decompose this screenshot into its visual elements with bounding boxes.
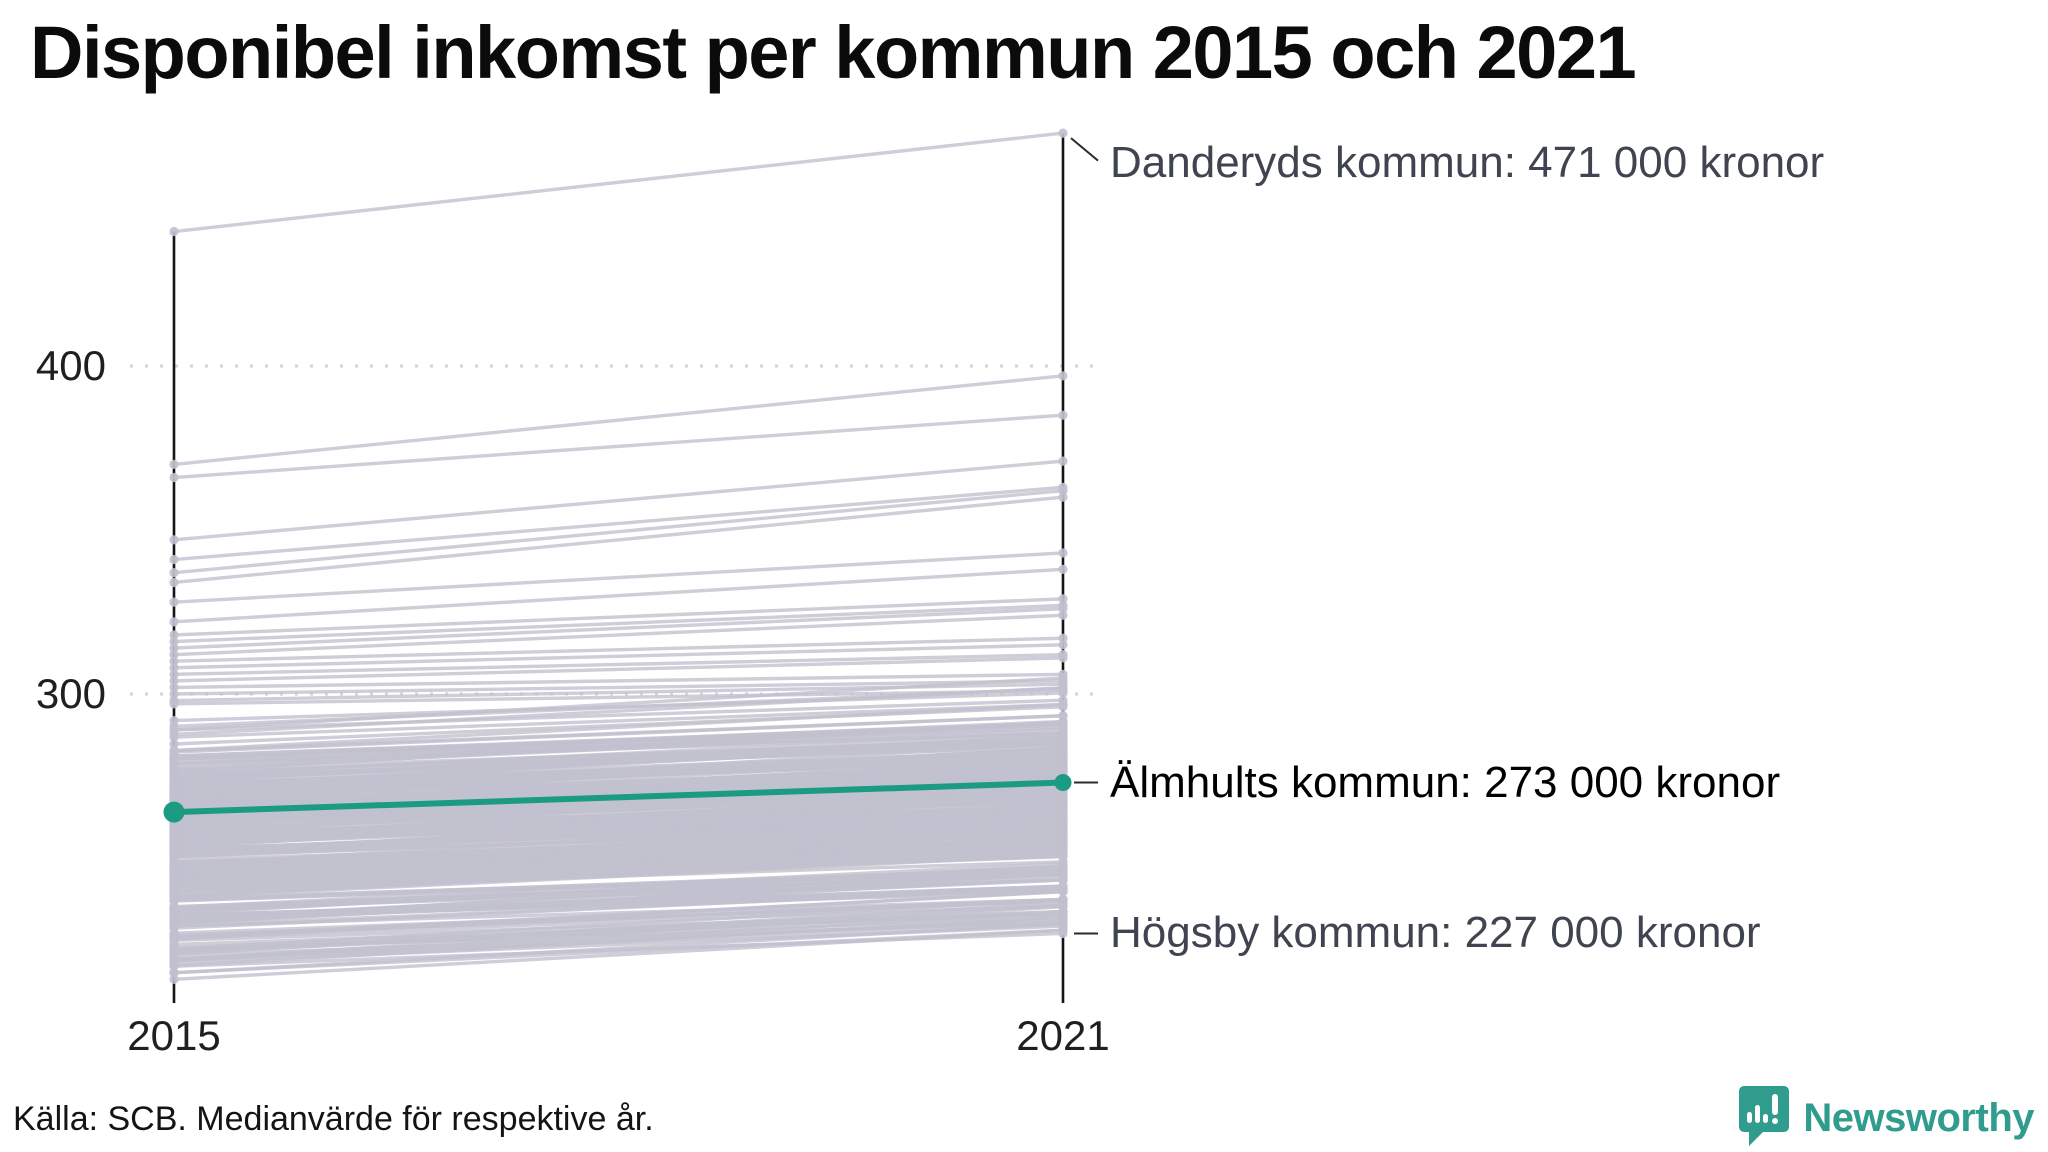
newsworthy-logo-icon — [1739, 1086, 1790, 1146]
municipality-slope-line — [173, 603, 1064, 644]
municipality-slope-line — [173, 488, 1064, 575]
municipality-slope-line — [173, 903, 1064, 941]
municipality-slope-line — [173, 567, 1064, 624]
municipality-slope-line — [173, 676, 1064, 732]
municipality-slope-line — [173, 551, 1064, 604]
municipality-slope-line — [173, 702, 1064, 753]
municipality-slope-line — [173, 829, 1064, 881]
municipality-slope-line — [173, 754, 1064, 785]
highlighted-municipality-line — [173, 779, 1064, 816]
municipality-slope-line — [173, 485, 1064, 562]
municipality-slope-line — [173, 897, 1064, 928]
annotation-danderyd: Danderyds kommun: 471 000 kronor — [1110, 137, 1825, 187]
annotation-leader-lines — [1070, 137, 1099, 935]
municipality-slope-line — [173, 853, 1064, 900]
municipality-slope-line — [173, 643, 1064, 670]
page-title: Disponibel inkomst per kommun 2015 och 2… — [30, 11, 1637, 94]
background-slope-lines — [169, 128, 1068, 984]
municipality-slope-line — [173, 726, 1064, 761]
municipality-slope-line — [173, 607, 1064, 650]
municipality-slope-line — [173, 721, 1064, 758]
municipality-slope-line — [173, 672, 1064, 690]
municipality-slope-line — [173, 769, 1064, 808]
municipality-slope-line — [173, 656, 1064, 683]
municipality-slope-line — [173, 636, 1064, 663]
municipality-slope-line — [173, 374, 1064, 467]
municipality-slope-line — [173, 714, 1064, 753]
municipality-slope-line — [173, 878, 1064, 921]
municipality-slope-line — [173, 702, 1064, 739]
newsworthy-logo-text: Newsworthy — [1803, 1095, 2034, 1140]
municipality-slope-line — [173, 689, 1064, 706]
x-tick-2015: 2015 — [127, 1012, 221, 1059]
municipality-slope-line — [173, 495, 1064, 585]
municipality-slope-line — [173, 897, 1064, 939]
municipality-slope-line — [173, 459, 1064, 542]
municipality-slope-line — [173, 746, 1064, 803]
municipality-slope-line — [173, 887, 1064, 928]
municipality-slope-line — [173, 800, 1064, 831]
highlighted-slope-line — [163, 774, 1072, 823]
municipality-slope-line — [173, 909, 1064, 943]
municipality-slope-line — [173, 842, 1064, 890]
municipality-slope-line — [173, 864, 1064, 916]
y-tick-300: 300 — [35, 670, 106, 717]
municipality-slope-line — [173, 783, 1064, 826]
municipality-slope-line — [173, 413, 1064, 480]
newsworthy-logo: Newsworthy — [1739, 1086, 2034, 1150]
municipality-slope-line — [173, 679, 1064, 696]
municipality-slope-line — [173, 911, 1064, 950]
municipality-slope-line — [173, 804, 1064, 835]
municipality-slope-line — [173, 131, 1064, 234]
x-tick-2021: 2021 — [1016, 1012, 1110, 1059]
annotation-hogsby: Högsby kommun: 227 000 kronor — [1110, 908, 1761, 958]
municipality-slope-line — [173, 730, 1064, 764]
municipality-slope-line — [173, 597, 1064, 637]
municipality-slope-line — [173, 919, 1064, 958]
municipality-slope-line — [173, 924, 1064, 965]
municipality-slope-line — [173, 869, 1064, 903]
municipality-slope-line — [173, 825, 1064, 875]
annotation-almhult: Älmhults kommun: 273 000 kronor — [1110, 757, 1781, 807]
municipality-slope-line — [173, 928, 1064, 975]
source-note: Källa: SCB. Medianvärde för respektive å… — [13, 1100, 654, 1138]
municipality-slope-line — [173, 830, 1064, 866]
municipality-slope-line — [173, 652, 1064, 677]
municipality-slope-line — [173, 727, 1064, 771]
y-tick-400: 400 — [35, 342, 106, 389]
municipality-slope-line — [173, 613, 1064, 657]
municipality-slope-line — [173, 735, 1064, 782]
municipality-slope-line — [173, 807, 1064, 855]
